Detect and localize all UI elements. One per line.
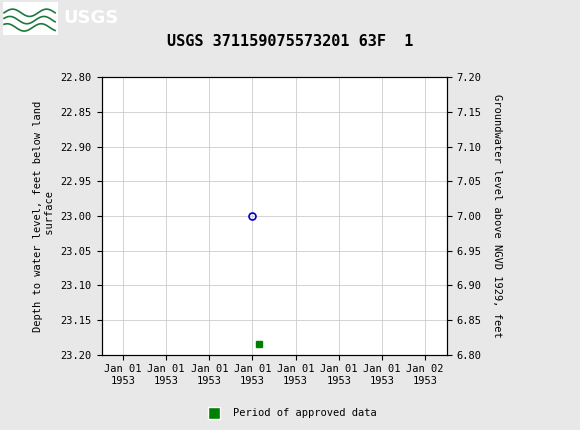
Text: USGS: USGS — [64, 9, 119, 27]
FancyBboxPatch shape — [3, 2, 58, 35]
Y-axis label: Depth to water level, feet below land
 surface: Depth to water level, feet below land su… — [34, 101, 55, 332]
Legend: Period of approved data: Period of approved data — [200, 404, 380, 423]
Y-axis label: Groundwater level above NGVD 1929, feet: Groundwater level above NGVD 1929, feet — [492, 94, 502, 338]
Text: USGS 371159075573201 63F  1: USGS 371159075573201 63F 1 — [167, 34, 413, 49]
